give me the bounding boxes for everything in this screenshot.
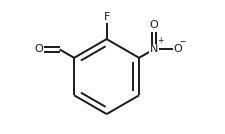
Text: +: +: [156, 36, 162, 45]
Text: N: N: [149, 44, 157, 54]
Text: O: O: [148, 20, 157, 30]
Text: F: F: [103, 12, 109, 22]
Text: O: O: [34, 44, 43, 54]
Text: O: O: [173, 44, 182, 54]
Text: −: −: [179, 37, 185, 46]
